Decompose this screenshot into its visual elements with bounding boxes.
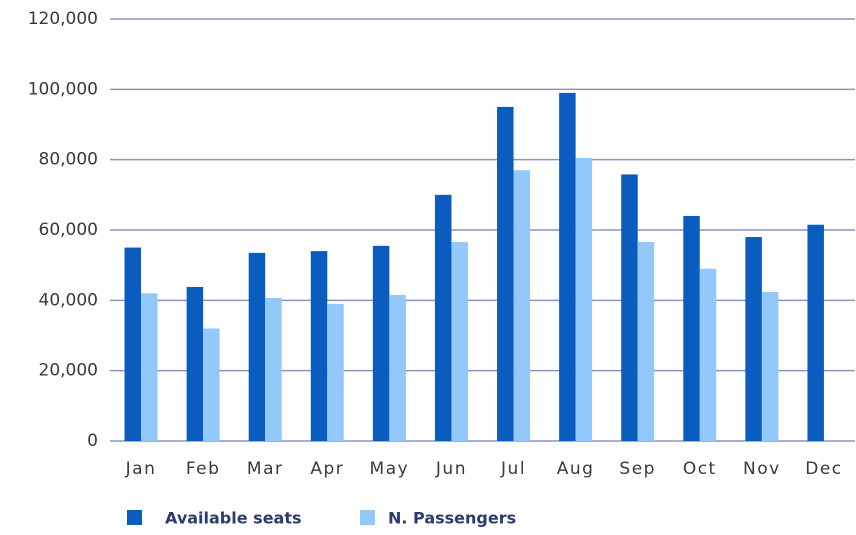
x-tick-label: Jun	[435, 459, 467, 479]
legend-label: N. Passengers	[388, 509, 516, 528]
y-tick-label: 120,000	[28, 9, 98, 29]
bar	[203, 328, 220, 441]
x-tick-label: Jan	[125, 459, 157, 479]
x-tick-label: Feb	[186, 459, 221, 479]
legend-swatch	[127, 510, 142, 525]
y-tick-label: 100,000	[28, 79, 98, 99]
bar	[327, 303, 344, 441]
bar	[745, 237, 762, 441]
y-tick-label: 60,000	[39, 220, 98, 240]
bar	[389, 295, 406, 441]
x-tick-label: May	[370, 459, 410, 479]
bar	[434, 194, 452, 441]
bar	[248, 252, 266, 441]
legend-label: Available seats	[165, 509, 302, 528]
y-tick-label: 20,000	[39, 361, 98, 381]
x-tick-label: Dec	[805, 459, 842, 479]
y-tick-label: 0	[87, 431, 98, 451]
bar	[372, 245, 390, 441]
x-tick-label: Aug	[557, 459, 595, 479]
bar	[637, 241, 655, 441]
x-tick-label: Mar	[247, 459, 284, 479]
bar	[310, 251, 328, 441]
bar	[559, 92, 576, 441]
y-tick-label: 80,000	[39, 150, 98, 170]
y-tick-label: 40,000	[39, 290, 98, 310]
bar	[124, 247, 142, 441]
bar	[497, 106, 514, 442]
bar	[807, 224, 824, 441]
x-tick-label: Jul	[500, 459, 526, 479]
bar	[699, 268, 717, 441]
bar	[141, 293, 158, 441]
bar	[683, 215, 700, 441]
legend-swatch	[360, 510, 375, 525]
bar	[186, 286, 204, 441]
bar	[265, 297, 282, 441]
bar	[761, 291, 779, 441]
x-tick-label: Sep	[619, 459, 656, 479]
x-tick-label: Oct	[683, 459, 717, 479]
bar	[575, 157, 593, 442]
x-tick-label: Nov	[743, 459, 781, 479]
x-tick-label: Apr	[310, 459, 344, 479]
bar	[513, 170, 531, 441]
bar	[451, 241, 468, 441]
bar	[621, 174, 638, 442]
